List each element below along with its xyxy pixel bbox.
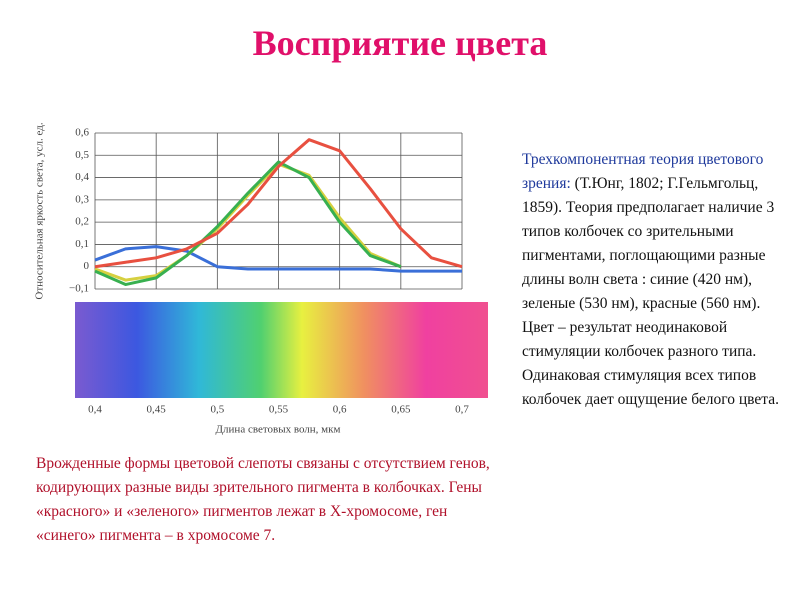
y-tick-label: 0,1 [75, 238, 89, 250]
x-tick-label: 0,7 [455, 404, 469, 416]
x-tick-label: 0,55 [269, 404, 289, 416]
curve [94, 245, 462, 273]
y-tick-label: 0 [84, 260, 90, 272]
curve [94, 162, 402, 282]
y-tick-label: 0,5 [75, 149, 89, 161]
y-axis-label: Относительная яркость света, усл. ед. [34, 122, 46, 299]
x-tick-label: 0,4 [88, 404, 102, 416]
curve [94, 160, 402, 287]
y-tick-label: 0,6 [75, 127, 89, 139]
x-tick-label: 0,45 [147, 404, 167, 416]
x-tick-label: 0,6 [333, 404, 347, 416]
y-tick-label: −0,1 [69, 283, 89, 295]
y-tick-label: 0,4 [75, 171, 89, 183]
slide-title: Восприятие цвета [252, 23, 548, 63]
y-tick-label: 0,3 [75, 193, 89, 205]
y-tick-label: 0,2 [75, 216, 89, 228]
x-tick-label: 0,5 [210, 404, 224, 416]
theory-text: Трехкомпонентная теория цветового зрения… [522, 148, 794, 412]
x-axis-label: Длина световых волн, мкм [216, 424, 341, 436]
color-blindness-text: Врожденные формы цветовой слепоты связан… [36, 455, 490, 544]
theory-heading: Трехкомпонентная теория цветового зрения… [522, 151, 764, 192]
theory-body: (Т.Юнг, 1802; Г.Гельмгольц, 1859). Теори… [522, 175, 779, 408]
spectrum [75, 302, 488, 398]
curve [94, 138, 463, 269]
x-tick-label: 0,65 [391, 404, 411, 416]
